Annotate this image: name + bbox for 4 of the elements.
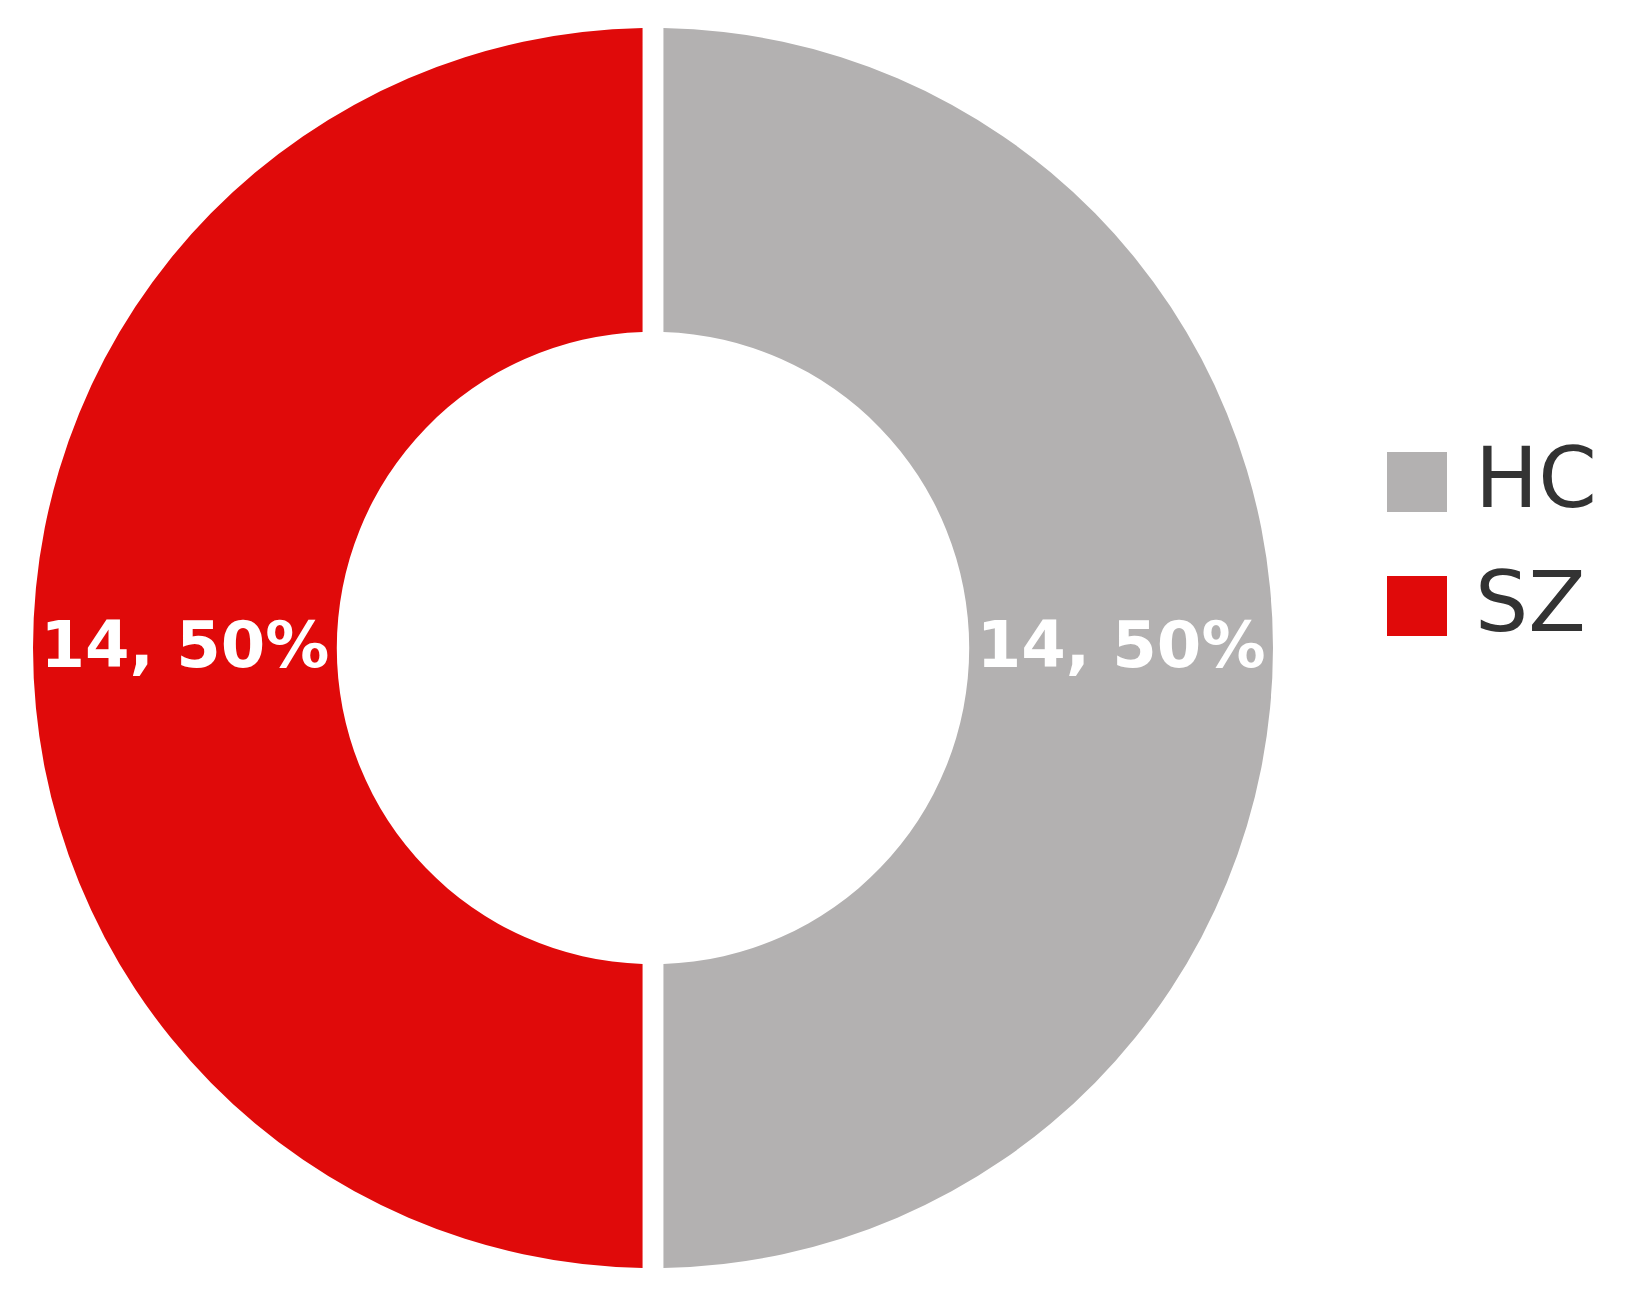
data-label: 14, 50% — [976, 608, 1266, 682]
legend-label: HC — [1475, 429, 1597, 527]
data-label: 14, 50% — [40, 608, 330, 682]
legend-label: SZ — [1475, 553, 1586, 651]
